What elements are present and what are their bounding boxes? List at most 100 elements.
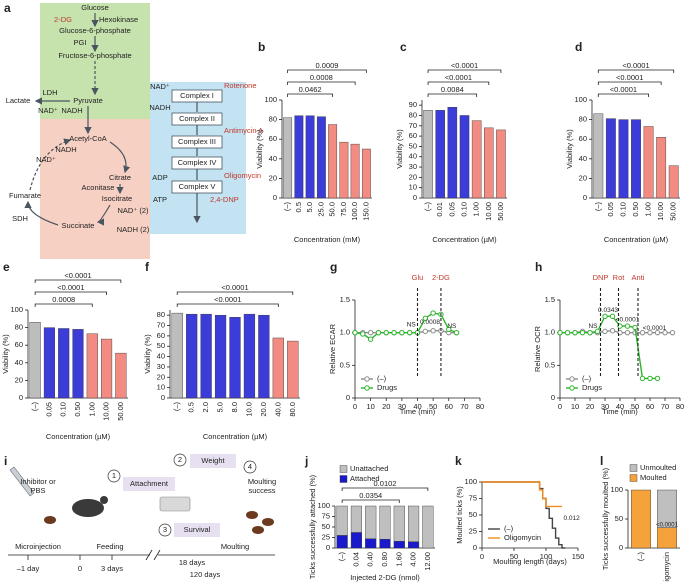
x-tick-label: 25.0 (316, 202, 325, 217)
p-value: <0.0001 (451, 61, 478, 70)
node: Citrate (109, 173, 131, 182)
point (609, 313, 616, 320)
time: 18 days (179, 558, 206, 567)
x-tick-label: 0.40 (366, 552, 375, 567)
point (587, 329, 593, 336)
point (632, 324, 638, 331)
y-tick-label: 40 (579, 154, 587, 163)
y-tick-label: 0 (619, 543, 623, 552)
y-axis-label: Viability (%) (1, 334, 10, 374)
scale-icon (159, 496, 191, 512)
point (609, 328, 616, 334)
step-circles (107, 453, 257, 537)
x-tick-label: 50.0 (328, 202, 337, 217)
x-tick-label: 20 (382, 402, 390, 411)
bar-segment (393, 541, 405, 549)
x-tick-label: 0 (558, 402, 562, 411)
y-axis-label: Moulted ticks (%) (455, 486, 464, 544)
y-tick-label: 100 (464, 477, 477, 486)
point (406, 329, 413, 336)
panel-letter: i (4, 454, 7, 468)
bar (643, 126, 654, 199)
bar (496, 129, 506, 199)
y-axis-label: Viability (%) (255, 129, 264, 169)
syringe (9, 466, 35, 497)
y-axis-label: Ticks successfully moulted (%) (601, 467, 610, 570)
complex: Complex I (180, 91, 214, 100)
bar (328, 124, 338, 199)
legend-label: (–) (377, 374, 387, 383)
panel-letter: j (304, 454, 308, 468)
inhibitor: Oligomycin (224, 171, 261, 180)
y-axis-label: Relative OCR (533, 326, 542, 372)
bar (229, 317, 241, 399)
bar (423, 110, 433, 199)
bar (115, 352, 127, 399)
y-tick-label: 20 (15, 375, 23, 384)
y-tick-label: 80 (157, 310, 165, 319)
y-tick-label: 60 (579, 134, 587, 143)
y-tick-label: 0 (473, 543, 477, 552)
x-tick-label: 8.0 (230, 402, 239, 412)
y-tick-label: 60 (157, 331, 165, 340)
bar-segment (393, 505, 405, 542)
x-tick-label: 30 (601, 402, 609, 411)
node: Pyruvate (73, 96, 103, 105)
time: 120 days (190, 570, 221, 579)
bar (484, 127, 494, 199)
bar (43, 327, 55, 399)
bar (29, 322, 41, 399)
point (399, 329, 405, 336)
p-value: 0.0102 (374, 479, 397, 488)
point (594, 328, 601, 335)
complex: Complex III (178, 137, 216, 146)
bar (339, 141, 349, 199)
y-tick-label: 20 (157, 372, 165, 381)
x-tick-label: 100.0 (350, 202, 359, 221)
point (564, 329, 571, 336)
label: Inhibitor or (20, 477, 56, 486)
y-axis-label: Ticks successfully attached (%) (308, 474, 317, 579)
x-tick-label: 70 (661, 402, 669, 411)
bar (283, 117, 293, 199)
series-line (482, 481, 562, 508)
step-box (174, 523, 220, 537)
x-tick-label: 0.05 (606, 202, 615, 217)
bar (656, 137, 667, 199)
bar-segment (365, 538, 377, 549)
bar (86, 333, 98, 399)
tick-icon (44, 516, 56, 524)
y-tick-label: 100 (317, 501, 330, 510)
bar-segment (408, 505, 420, 542)
bar-segment (336, 505, 348, 536)
x-tick-label: 40 (616, 402, 624, 411)
x-tick-label: 10.00 (656, 202, 665, 221)
bar (593, 113, 604, 199)
x-axis-label: Concentration (mM) (294, 235, 361, 244)
point (654, 329, 661, 336)
y-tick-label: 1.0 (545, 328, 555, 337)
significance-bracket (597, 93, 649, 97)
step-label: Survival (184, 525, 211, 534)
x-tick-label: (–) (30, 402, 39, 412)
x-tick-label: 1.00 (87, 402, 96, 417)
step-label: Weight (201, 456, 225, 465)
mouse-icon (72, 499, 104, 517)
inhibitor: 2,4-DNP (210, 195, 239, 204)
x-tick-label: 0.50 (631, 202, 640, 217)
y-tick-label: 1.5 (340, 295, 350, 304)
y-tick-label: 0.5 (340, 360, 350, 369)
x-tick-label: 80 (476, 402, 484, 411)
arrow (24, 200, 59, 226)
p-value: 0.0462 (299, 85, 322, 94)
y-tick-label: 60 (409, 131, 417, 140)
significance-bracket (287, 81, 356, 85)
event-label: Anti (632, 273, 645, 282)
y-tick-label: 1.5 (545, 295, 555, 304)
bar (258, 314, 270, 399)
panel-letter: f (145, 260, 150, 274)
x-tick-label: (–) (593, 202, 602, 212)
legend-marker (569, 376, 575, 382)
x-axis-label: Concentration (µM) (46, 432, 111, 441)
p-value: <0.0001 (610, 85, 637, 94)
